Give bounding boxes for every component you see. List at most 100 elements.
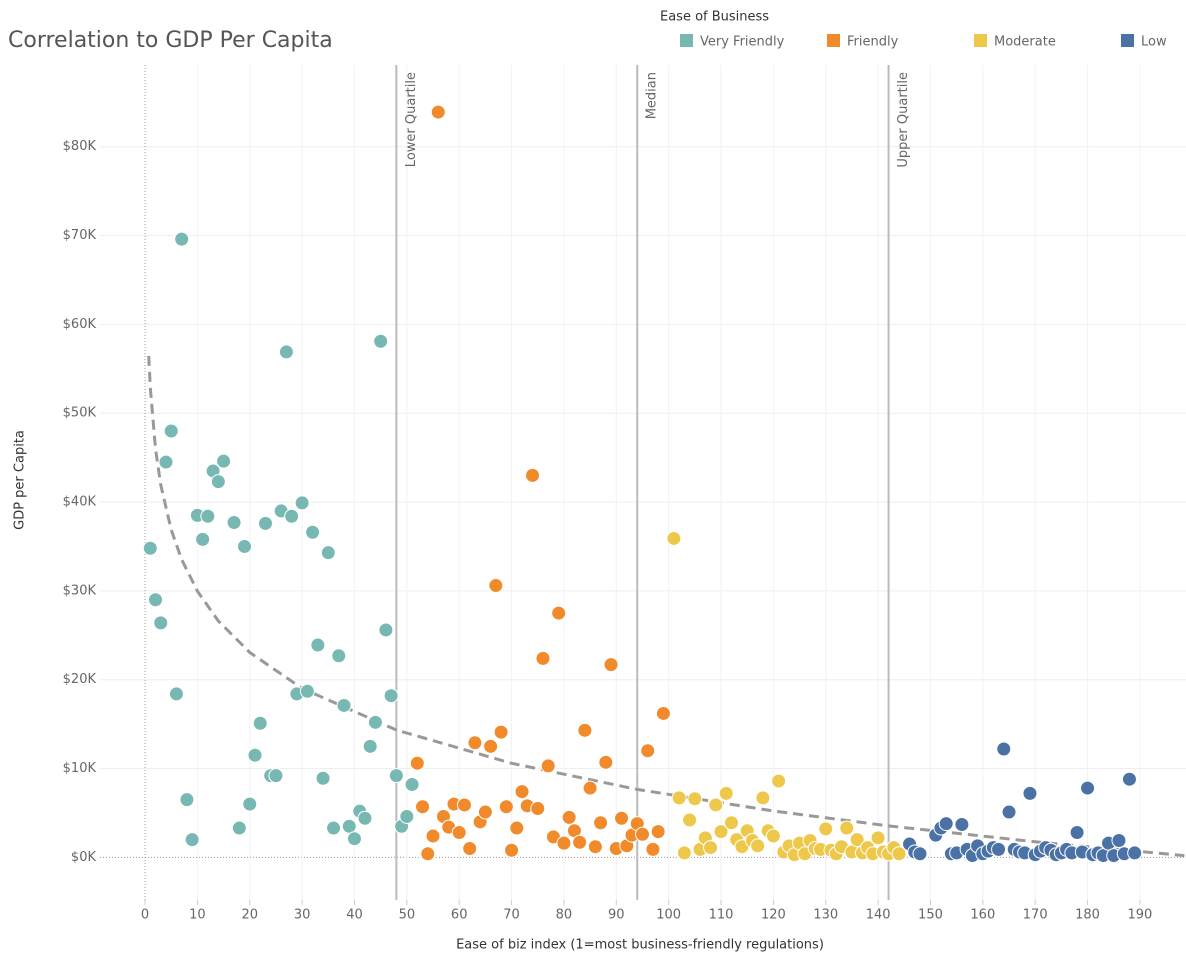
y-axis-title: GDP per Capita [13,430,28,530]
data-point [682,812,698,828]
data-point [216,453,232,469]
data-point [891,846,907,862]
data-point [912,846,928,862]
data-point [420,846,436,862]
data-point [1022,785,1038,801]
data-point [614,810,630,826]
data-point [572,834,588,850]
data-point [373,333,389,349]
y-tick-label: $70K [63,228,97,243]
y-tick-label: $0K [71,850,97,865]
data-point [195,531,211,547]
data-point [252,715,268,731]
x-tick-label: 60 [451,908,468,923]
data-point [310,637,326,653]
data-point [582,780,598,796]
legend-swatch [1121,34,1134,47]
data-point [650,824,666,840]
data-point [467,735,483,751]
data-point [462,840,478,856]
data-point [593,815,609,831]
x-tick-label: 170 [1023,908,1048,923]
data-point [765,828,781,844]
data-point [430,104,446,120]
data-point [996,741,1012,757]
data-point [153,615,169,631]
x-tick-label: 130 [813,908,838,923]
data-point [184,832,200,848]
data-point [326,820,342,836]
x-tick-label: 140 [866,908,891,923]
legend-label: Moderate [994,35,1056,50]
data-point [687,791,703,807]
data-point [498,799,514,815]
x-tick-label: 90 [608,908,625,923]
data-point [870,830,886,846]
data-point [179,792,195,808]
legend-swatch [680,34,693,47]
data-point [1121,771,1137,787]
x-tick-label: 70 [503,908,520,923]
data-point [718,785,734,801]
y-tick-label: $20K [63,672,97,687]
y-tick-label: $40K [63,495,97,510]
x-tick-label: 0 [141,908,149,923]
reference-label: Median [645,72,660,119]
data-point [483,738,499,754]
data-point [305,524,321,540]
legend-swatch [974,34,987,47]
data-point [713,824,729,840]
chart-title: Correlation to GDP Per Capita [8,28,333,53]
data-point [299,683,315,699]
data-point [551,605,567,621]
data-point [237,538,253,554]
data-point [284,508,300,524]
y-tick-label: $30K [63,583,97,598]
data-point [142,540,158,556]
data-point [477,804,493,820]
data-point [723,815,739,831]
data-point [938,816,954,832]
data-point [257,515,273,531]
data-point [708,797,724,813]
data-point [750,838,766,854]
data-point [367,714,383,730]
data-point [399,809,415,824]
data-point [346,831,362,847]
data-point [200,508,216,524]
data-point [1001,804,1017,820]
data-point [488,578,504,594]
data-point [530,801,546,817]
data-point [676,845,692,861]
x-tick-label: 100 [656,908,681,923]
data-point [598,754,614,770]
data-point [341,818,357,834]
legend-label: Friendly [847,35,899,50]
data-point [383,688,399,704]
data-point [504,842,520,858]
x-tick-label: 40 [346,908,363,923]
reference-label: Upper Quartile [896,72,911,168]
data-point [148,592,164,608]
data-point [514,784,530,800]
x-tick-label: 150 [918,908,943,923]
reference-label: Lower Quartile [404,72,419,167]
data-point [671,790,687,806]
data-point [818,821,834,837]
x-tick-label: 190 [1128,908,1153,923]
y-tick-label: $50K [63,406,97,421]
trend-line [147,355,1185,858]
data-point [451,824,467,840]
x-tick-label: 80 [556,908,573,923]
data-point [603,657,619,673]
data-point [535,650,551,666]
x-tick-label: 50 [399,908,416,923]
data-point [991,841,1007,857]
legend-label: Very Friendly [700,35,785,50]
x-tick-label: 110 [709,908,734,923]
data-point [174,231,190,247]
x-tick-label: 160 [970,908,995,923]
data-point [388,768,404,784]
y-tick-label: $60K [63,317,97,332]
x-tick-label: 20 [241,908,258,923]
